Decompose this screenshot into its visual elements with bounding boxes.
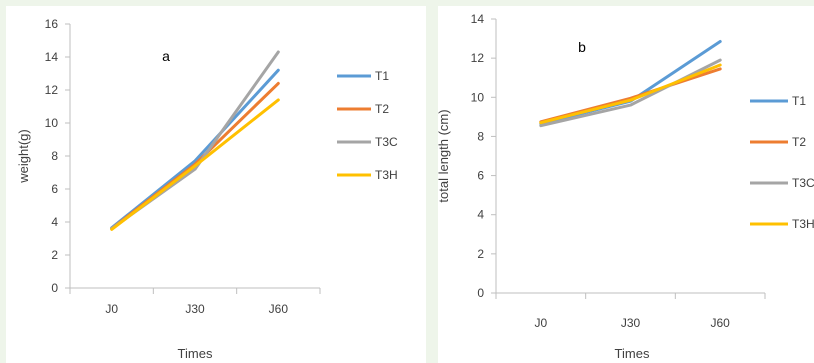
chart-a-x-tick-label: J30 <box>185 302 205 316</box>
chart-b-series-line-t3h <box>539 63 722 125</box>
chart-a-series-line-t1 <box>110 68 280 230</box>
chart-a-y-tick-label: 10 <box>45 116 59 130</box>
chart-b-series-line-t3c <box>539 58 722 128</box>
chart-a-y-tick-label: 6 <box>51 182 58 196</box>
chart-a-series-line-t3c <box>110 50 280 231</box>
chart-a-legend-label-t1: T1 <box>375 69 389 83</box>
chart-b-x-tick-label: J60 <box>710 316 730 330</box>
chart-b-legend-label-t1: T1 <box>792 94 806 108</box>
chart-b-legend-label-t3c: T3C <box>792 176 814 190</box>
chart-a-y-tick-label: 8 <box>51 149 58 163</box>
chart-a-legend-label-t3c: T3C <box>375 135 398 149</box>
chart-a-panel-letter: a <box>162 48 170 64</box>
chart-a-legend-label-t2: T2 <box>375 102 389 116</box>
chart-b-x-tick-label: J30 <box>621 316 641 330</box>
chart-a-series-line-t3h <box>110 98 280 231</box>
chart-b-y-tick-label: 4 <box>477 208 484 222</box>
chart-a-y-tick-label: 4 <box>51 215 58 229</box>
chart-a-x-axis-title: Times <box>178 346 213 361</box>
chart-a-y-tick-label: 2 <box>51 248 58 262</box>
chart-b-legend-label-t3h: T3H <box>792 217 814 231</box>
chart-b-y-axis-title: total length (cm) <box>436 109 451 202</box>
chart-b-y-tick-label: 10 <box>471 90 485 104</box>
chart-a-panel <box>6 6 426 363</box>
chart-a-legend-label-t3h: T3H <box>375 168 398 182</box>
chart-b-y-tick-label: 6 <box>477 169 484 183</box>
chart-b-x-axis-title: Times <box>615 346 650 361</box>
chart-b-y-tick-label: 14 <box>471 12 485 26</box>
chart-a-y-tick-label: 12 <box>45 83 59 97</box>
chart-b-x-tick-label: J0 <box>534 316 547 330</box>
chart-a-y-tick-label: 14 <box>45 50 59 64</box>
chart-b-y-tick-label: 2 <box>477 247 484 261</box>
chart-a-x-tick-label: J0 <box>105 302 118 316</box>
chart-b-y-tick-label: 12 <box>471 51 485 65</box>
chart-b-panel-letter: b <box>578 39 586 55</box>
chart-b-y-tick-label: 8 <box>477 129 484 143</box>
chart-a-y-tick-label: 16 <box>45 17 59 31</box>
chart-a-x-tick-label: J60 <box>269 302 289 316</box>
chart-a-y-axis-title: weight(g) <box>16 129 31 183</box>
chart-a-y-tick-label: 0 <box>51 281 58 295</box>
chart-b-legend-label-t2: T2 <box>792 135 806 149</box>
chart-b-series-line-t1 <box>539 40 722 126</box>
chart-b-y-tick-label: 0 <box>477 286 484 300</box>
